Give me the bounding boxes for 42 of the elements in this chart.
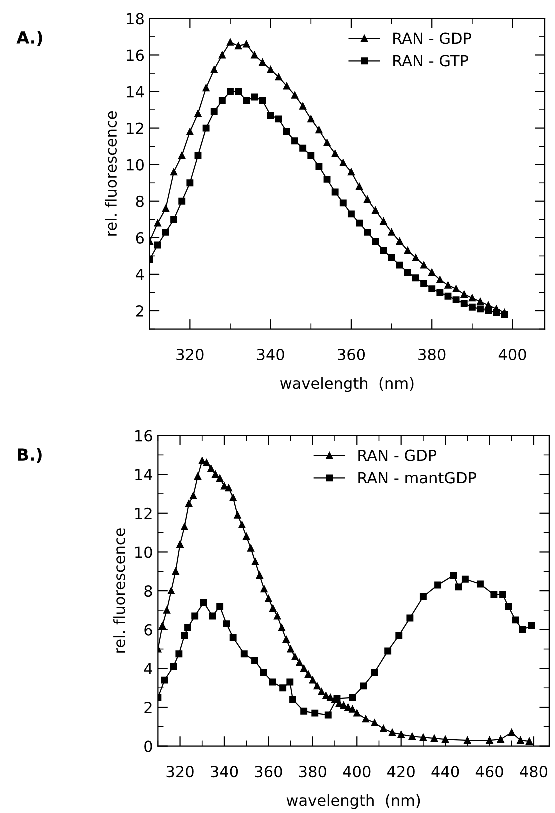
y-tick-label: 14 [127, 86, 144, 98]
y-tick-label: 0 [144, 740, 152, 752]
x-axis-title: wavelength (nm) [280, 377, 414, 392]
x-tick-label: 360 [255, 766, 282, 778]
x-tick-label: 340 [211, 766, 238, 778]
y-tick-label: 2 [136, 305, 144, 317]
y-tick-label: 10 [127, 159, 144, 171]
y-tick-label: 16 [136, 430, 152, 442]
text: B.) [18, 448, 42, 464]
y-tick-label: 16 [127, 50, 144, 62]
text: A.) [16, 31, 42, 46]
x-tick-label: 340 [257, 348, 284, 361]
legend-label: RAN - GTP [394, 55, 468, 67]
x-tick-label: 380 [300, 766, 326, 778]
x-tick-label: 400 [343, 766, 371, 778]
y-tick-label: 12 [127, 122, 144, 134]
y-tick-label: 6 [136, 232, 144, 244]
x-tick-label: 480 [520, 766, 548, 778]
y-tick-label: 2 [144, 702, 152, 714]
x-tick-label: 460 [476, 766, 504, 778]
y-tick-label: 18 [127, 13, 144, 25]
x-axis-title: wavelength (nm) [286, 794, 420, 810]
y-tick-label: 12 [136, 508, 152, 520]
x-tick-label: 380 [418, 348, 446, 361]
y-axis-title: rel. fluorescence [114, 528, 126, 653]
y-tick-label: 4 [136, 269, 144, 280]
x-tick-label: 420 [388, 766, 415, 778]
x-tick-label: 400 [498, 348, 526, 361]
y-tick-label: 8 [144, 586, 152, 598]
y-tick-label: 4 [144, 663, 152, 674]
x-tick-label: 320 [166, 766, 194, 778]
y-tick-label: 6 [144, 624, 152, 636]
y-tick-label: 14 [136, 469, 152, 480]
legend-label: RAN - GDP [394, 32, 472, 44]
x-tick-label: 360 [338, 348, 366, 361]
x-tick-label: 320 [176, 348, 204, 361]
legend-label: RAN - mantGDP [358, 472, 476, 484]
y-tick-label: 10 [136, 546, 152, 558]
y-tick-label: 8 [136, 196, 144, 208]
legend-label: RAN - GDP [358, 450, 437, 462]
y-axis-title: rel. fluorescence [105, 112, 118, 236]
x-tick-label: 440 [432, 766, 460, 778]
